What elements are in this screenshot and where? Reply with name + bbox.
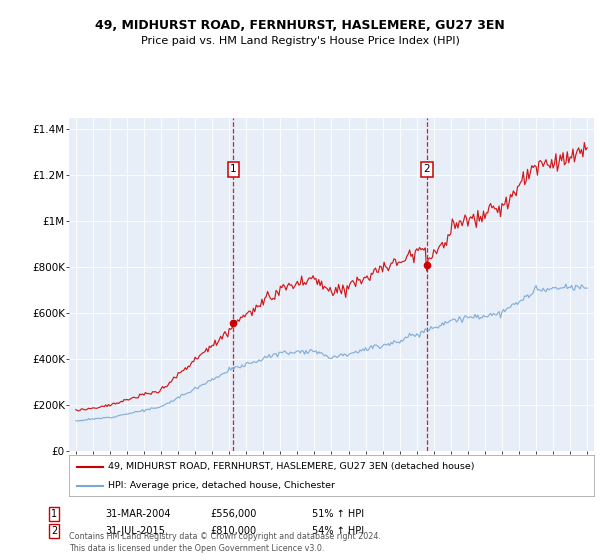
Text: 51% ↑ HPI: 51% ↑ HPI xyxy=(312,509,364,519)
Text: 2: 2 xyxy=(424,164,430,174)
Text: 49, MIDHURST ROAD, FERNHURST, HASLEMERE, GU27 3EN: 49, MIDHURST ROAD, FERNHURST, HASLEMERE,… xyxy=(95,18,505,32)
Text: 1: 1 xyxy=(51,509,57,519)
Text: HPI: Average price, detached house, Chichester: HPI: Average price, detached house, Chic… xyxy=(109,481,335,490)
Text: £556,000: £556,000 xyxy=(210,509,256,519)
Text: Contains HM Land Registry data © Crown copyright and database right 2024.
This d: Contains HM Land Registry data © Crown c… xyxy=(69,532,381,553)
Text: 49, MIDHURST ROAD, FERNHURST, HASLEMERE, GU27 3EN (detached house): 49, MIDHURST ROAD, FERNHURST, HASLEMERE,… xyxy=(109,462,475,471)
Text: Price paid vs. HM Land Registry's House Price Index (HPI): Price paid vs. HM Land Registry's House … xyxy=(140,36,460,46)
Text: 54% ↑ HPI: 54% ↑ HPI xyxy=(312,526,364,536)
Text: 1: 1 xyxy=(230,164,237,174)
Text: £810,000: £810,000 xyxy=(210,526,256,536)
Text: 31-MAR-2004: 31-MAR-2004 xyxy=(105,509,170,519)
Text: 31-JUL-2015: 31-JUL-2015 xyxy=(105,526,165,536)
Text: 2: 2 xyxy=(51,526,57,536)
